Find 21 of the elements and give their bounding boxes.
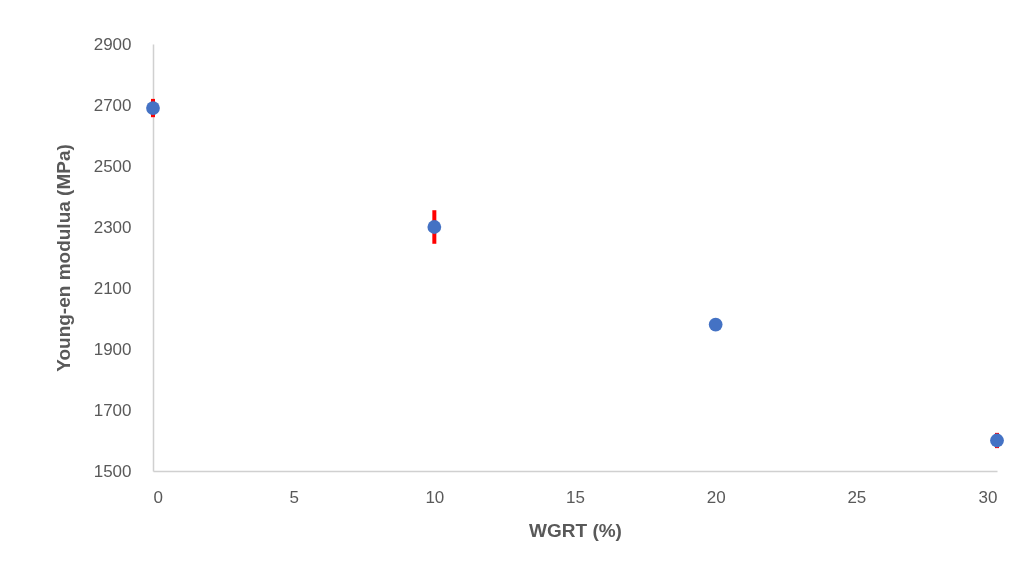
y-tick-label: 2700 [93, 95, 132, 115]
x-tick-label: 0 [153, 487, 163, 507]
x-tick-label: 10 [425, 487, 445, 507]
point [990, 433, 1004, 448]
y-tick-label: 2900 [93, 34, 132, 54]
point [146, 101, 160, 115]
x-tick-label: 5 [289, 487, 299, 507]
x-tick-label: 20 [706, 487, 726, 507]
y-tick-label: 1900 [93, 339, 132, 359]
y-tick-label: 2500 [93, 156, 132, 176]
y-tick-label: 1500 [93, 461, 132, 481]
x-tick-label: 25 [847, 487, 867, 507]
point [708, 317, 723, 332]
x-tick-label: 15 [566, 487, 585, 507]
x-tick-label: 30 [978, 487, 998, 507]
y-tick-label: 2100 [93, 278, 132, 298]
y-axis-title: Young-en modulua (MPa) [52, 144, 74, 372]
point [427, 220, 442, 234]
x-axis-title: WGRT (%) [529, 519, 622, 541]
y-tick-label: 2300 [93, 217, 132, 237]
y-tick-label: 1700 [93, 400, 132, 420]
